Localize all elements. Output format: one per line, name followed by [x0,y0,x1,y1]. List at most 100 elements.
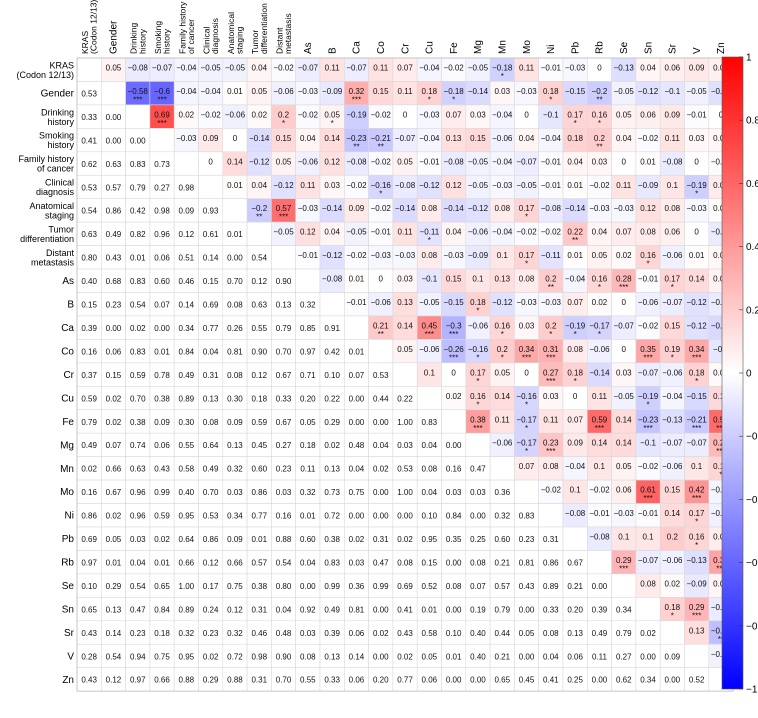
correlation-value: −0.04 [492,228,513,237]
p-value: 0.40 [179,488,195,497]
correlation-value: −0.1 [543,110,559,119]
p-value: 0.07 [470,582,486,591]
correlation-value: 0 [622,298,627,307]
correlation-value: −0.07 [614,321,635,330]
correlation-value: 0.13 [397,298,413,307]
p-value: 0.44 [373,394,389,403]
correlation-value: −0.08 [711,228,732,237]
correlation-value: −0.19 [346,110,367,119]
correlation-value: 0.1 [424,368,436,377]
correlation-value: −0.05 [419,298,440,307]
p-value: 0.40 [470,652,486,661]
correlation-value: 0.17 [713,462,729,471]
p-value: 0.11 [300,465,316,474]
correlation-value: 0.11 [543,415,559,424]
p-value: 0.02 [106,394,122,403]
p-value: 0.81 [519,558,535,567]
significance-star: * [549,95,552,104]
correlation-value: 0.15 [276,134,292,143]
p-value: 0.63 [130,465,146,474]
correlation-value: −0.14 [444,204,465,213]
p-value: 0.57 [251,558,267,567]
correlation-value: −0.02 [273,64,294,73]
correlation-value: 0.45 [422,321,438,330]
p-value: 0.13 [203,394,219,403]
correlation-value: −0.07 [662,298,683,307]
p-value: 0.32 [300,488,316,497]
row-label: Smoking history [39,131,75,151]
colorbar-tick-label: 0.2 [746,305,758,316]
correlation-value: 0.1 [497,251,509,260]
significance-star: * [719,471,722,480]
significance-star: * [476,400,479,409]
significance-star: * [525,447,528,456]
p-value: 0.63 [81,230,97,239]
significance-star: * [379,189,382,198]
p-value: 0.27 [276,441,292,450]
p-value: 0.00 [519,605,535,614]
correlation-value: −0.14 [322,204,343,213]
p-value: 0.86 [543,558,559,567]
significance-star: *** [716,424,725,433]
p-value: 0.94 [130,652,146,661]
correlation-value: 0.1 [594,462,606,471]
row-label: Cu [61,393,74,404]
row-label: Sr [64,628,75,639]
p-value: 0.86 [251,488,267,497]
p-value: 0.47 [373,558,389,567]
correlation-value: 0.14 [494,392,510,401]
correlation-value: 0.09 [567,439,583,448]
column-label: Zn [716,42,727,54]
correlation-value: 0.03 [519,321,535,330]
correlation-value: 0.08 [567,345,583,354]
correlation-value: 0.1 [618,533,630,542]
p-value: 0.02 [640,629,656,638]
row-label: Fe [62,417,74,428]
correlation-value: 0.06 [713,64,729,73]
correlation-value: −0.12 [249,157,270,166]
correlation-value: −0.05 [468,64,489,73]
p-value: 0.10 [446,629,462,638]
p-value: 0.43 [81,676,97,685]
p-value: 0.57 [494,582,510,591]
correlation-value: 0.15 [713,392,729,401]
correlation-value: −0.04 [419,134,440,143]
correlation-value: −0.01 [346,298,367,307]
significance-star: * [525,400,528,409]
p-value: 0.20 [567,605,583,614]
correlation-value: 0.13 [689,626,705,635]
correlation-value: −0.02 [638,462,659,471]
correlation-value: 0.08 [494,204,510,213]
p-value: 0.97 [81,558,97,567]
correlation-value: −0.02 [638,134,659,143]
p-value: 0.93 [203,207,219,216]
p-value: 0.24 [203,605,219,614]
significance-star: * [525,424,528,433]
heatmap-cell [562,526,588,551]
correlation-value: 0.38 [470,415,486,424]
correlation-value: −0.02 [444,64,465,73]
correlation-value: −0.05 [711,650,732,659]
p-value: 0.69 [203,301,219,310]
p-value: 0.83 [324,558,340,567]
p-value: 0.13 [276,301,292,310]
correlation-value: 0.29 [616,556,632,565]
p-value: 0.09 [179,207,195,216]
correlation-value: −0.07 [662,439,683,448]
p-value: 0.08 [227,371,243,380]
p-value: 0.01 [446,652,462,661]
p-value: 0.54 [130,582,146,591]
p-value: 0.42 [130,207,146,216]
p-value: 0.83 [130,277,146,286]
correlation-value: −0.09 [468,251,489,260]
p-value: 0.79 [616,629,632,638]
p-value: 0.05 [106,535,122,544]
p-value: 0.89 [543,582,559,591]
correlation-value: 0.2 [545,321,557,330]
p-value: 0.08 [422,465,438,474]
correlation-value: 0.08 [665,204,681,213]
correlation-value: 0.02 [665,579,681,588]
p-value: 0.13 [324,652,340,661]
significance-star: *** [619,283,628,292]
p-value: 0.53 [203,512,219,521]
